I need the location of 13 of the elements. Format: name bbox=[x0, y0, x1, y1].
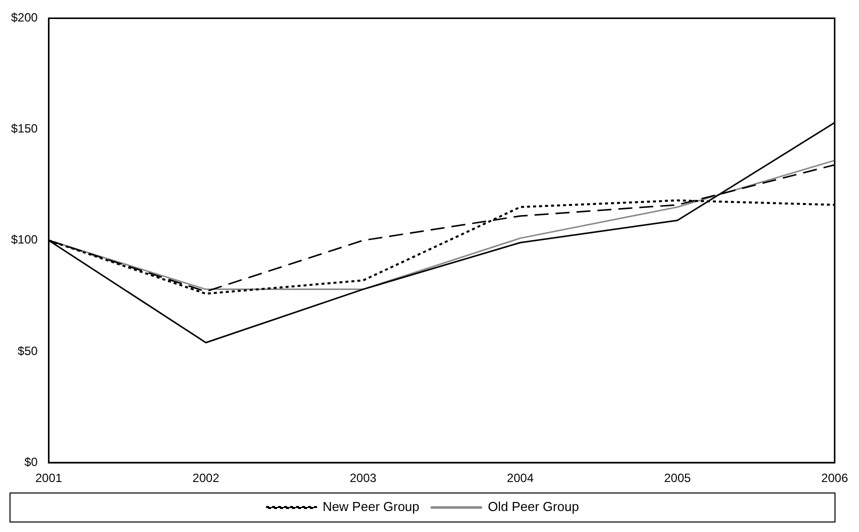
y-tick-label: $150 bbox=[10, 122, 38, 136]
y-tick-label: $100 bbox=[10, 232, 38, 247]
x-tick-label: 2004 bbox=[506, 471, 534, 486]
legend-label: Old Peer Group bbox=[488, 499, 579, 514]
x-tick-label: 2003 bbox=[350, 471, 377, 486]
y-tick-label: $50 bbox=[18, 344, 38, 358]
x-tick-label: 2006 bbox=[821, 471, 848, 486]
x-tick-label: 2001 bbox=[35, 471, 62, 486]
x-tick-label: 2005 bbox=[664, 471, 692, 486]
y-tick-label: $0 bbox=[24, 454, 38, 469]
y-tick-label: $200 bbox=[10, 10, 38, 25]
x-tick-label: 2002 bbox=[192, 471, 220, 486]
legend-label: New Peer Group bbox=[322, 499, 420, 514]
